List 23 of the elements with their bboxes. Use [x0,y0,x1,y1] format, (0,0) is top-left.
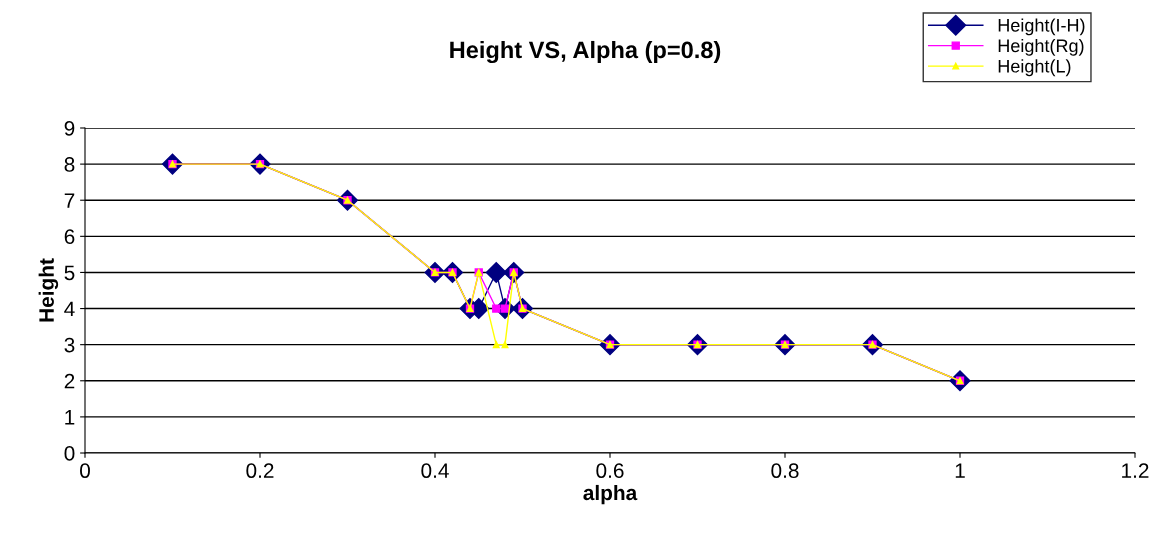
y-axis-title: Height [38,258,59,322]
y-tick-label: 7 [64,193,75,208]
y-tick-label: 5 [64,265,75,281]
legend-label: Height(Rg) [998,38,1084,56]
x-tick-label: 0.6 [596,463,624,479]
y-tick-label: 9 [64,121,75,136]
x-tick-label: 0.8 [771,463,799,479]
y-tick-label: 6 [64,229,75,245]
x-tick-label: 0.4 [421,463,449,479]
legend-label: Height(I-H) [998,18,1085,36]
chart-title: Height VS, Alpha (p=0.8) [450,40,721,64]
y-tick-label: 3 [64,337,75,353]
legend-label: Height(L) [998,59,1071,77]
y-tick-label: 4 [64,301,75,317]
x-tick-label: 1 [955,463,965,478]
y-tick-label: 2 [64,373,75,389]
x-axis-title: alpha [583,484,638,505]
y-tick-label: 8 [64,157,75,172]
x-tick-label: 0 [80,463,90,479]
x-tick-label: 0.2 [246,463,274,479]
y-tick-label: 1 [65,410,75,425]
x-tick-label: 1.2 [1122,463,1149,478]
y-tick-label: 0 [64,446,75,461]
